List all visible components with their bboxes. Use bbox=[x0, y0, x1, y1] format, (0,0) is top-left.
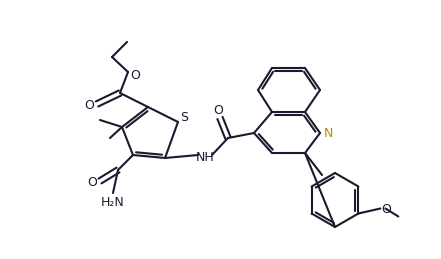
Text: H₂N: H₂N bbox=[101, 197, 125, 210]
Text: O: O bbox=[130, 68, 140, 82]
Text: O: O bbox=[84, 98, 94, 112]
Text: NH: NH bbox=[196, 150, 214, 163]
Text: O: O bbox=[213, 104, 223, 117]
Text: O: O bbox=[381, 203, 391, 216]
Text: O: O bbox=[87, 176, 97, 189]
Text: S: S bbox=[180, 111, 188, 124]
Text: N: N bbox=[323, 126, 333, 140]
